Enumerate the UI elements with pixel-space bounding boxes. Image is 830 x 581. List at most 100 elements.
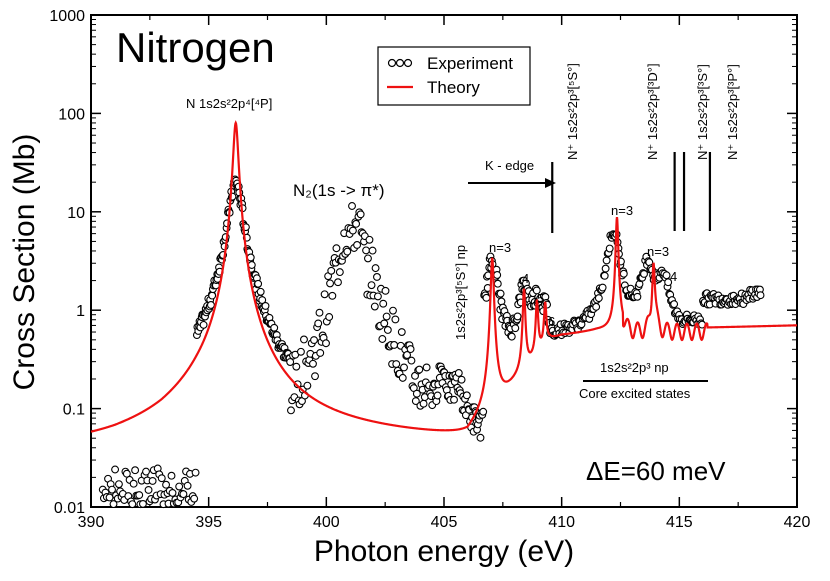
experiment-point	[356, 210, 365, 219]
experiment-point	[640, 269, 648, 278]
experiment-point	[756, 291, 765, 300]
experiment-point	[128, 500, 137, 509]
experiment-point	[175, 482, 184, 491]
experiment-point	[598, 283, 607, 292]
y-tick-label: 100	[58, 106, 85, 123]
experiment-point	[390, 341, 399, 349]
experiment-point	[325, 313, 334, 321]
y-axis-label: Cross Section (Mb)	[8, 134, 41, 391]
experiment-point	[412, 389, 421, 398]
experiment-point	[496, 289, 505, 298]
molecular-resonance-label: N₂(1s -> π*)	[293, 181, 385, 200]
experiment-point	[398, 373, 407, 382]
experiment-point	[383, 326, 392, 334]
experiment-point	[592, 302, 601, 311]
experiment-point	[162, 480, 171, 489]
threshold-5S-label: N⁺ 1s2s²2p³[⁵S°]	[565, 63, 580, 160]
experiment-point	[371, 264, 380, 273]
chart-title: Nitrogen	[116, 24, 275, 71]
experiment-point	[633, 292, 642, 301]
n4-first-label: 4	[522, 271, 529, 286]
n4-second-label: 4	[670, 269, 677, 284]
experiment-point	[144, 485, 153, 494]
experiment-point	[309, 359, 317, 368]
experiment-point	[148, 477, 157, 485]
experiment-point	[316, 348, 325, 357]
legend-experiment-markers	[387, 58, 413, 68]
experiment-point	[411, 397, 420, 406]
y-tick-label: 0.1	[63, 402, 85, 419]
experiment-point	[199, 320, 208, 329]
experiment-point	[378, 335, 387, 343]
experiment-point	[315, 308, 324, 317]
experiment-point	[397, 328, 406, 336]
experiment-point	[507, 332, 516, 341]
experiment-point	[191, 468, 200, 477]
experiment-point	[400, 363, 408, 372]
n6-first-label: 6	[548, 314, 555, 329]
experiment-point	[168, 488, 177, 497]
experiment-point	[457, 375, 466, 384]
theory-curve	[90, 120, 798, 433]
experiment-point	[303, 381, 312, 390]
experiment-point	[602, 256, 611, 265]
legend-experiment-label: Experiment	[427, 54, 513, 73]
experiment-point	[482, 293, 491, 302]
experiment-point	[406, 345, 415, 354]
k-edge-arrow	[468, 178, 556, 188]
legend-theory-label: Theory	[427, 78, 480, 97]
y-tick-label: 1	[76, 303, 85, 320]
experiment-point	[532, 286, 541, 295]
experiment-point	[380, 319, 389, 328]
experiment-point	[292, 362, 301, 371]
experiment-point	[476, 433, 485, 442]
experiment-point	[300, 335, 308, 344]
experiment-point	[190, 494, 199, 503]
experiment-point	[365, 235, 374, 244]
experiment-point	[311, 372, 319, 381]
experiment-point	[129, 479, 138, 488]
experiment-point	[138, 499, 147, 508]
experiment-point	[179, 490, 188, 499]
experiment-point	[422, 363, 431, 372]
experiment-point	[364, 254, 372, 263]
experiment-point	[382, 312, 391, 321]
experiment-point	[415, 365, 424, 374]
experiment-point	[479, 407, 488, 416]
experiment-point	[332, 244, 341, 253]
rydberg-series-label: 1s2s²2p³[⁵S°] np	[453, 245, 468, 340]
experiment-point	[403, 351, 412, 359]
atomic-resonance-label: N 1s2s²2p⁴[⁴P]	[186, 96, 272, 111]
experiment-point	[135, 491, 144, 499]
experiment-point	[389, 306, 397, 315]
experiment-point	[493, 279, 502, 288]
y-tick-label: 0.01	[54, 500, 85, 517]
experiment-point	[601, 264, 610, 273]
experiment-point	[367, 281, 376, 290]
experiment-point	[362, 246, 371, 255]
x-tick-label: 410	[548, 514, 575, 531]
experiment-point	[348, 202, 356, 210]
threshold-3D-label: N⁺ 1s2s²2p³[³D°]	[645, 63, 660, 160]
experiment-point	[462, 391, 471, 400]
x-tick-label: 400	[313, 514, 340, 531]
experiment-point	[254, 279, 263, 288]
experiment-point	[392, 360, 401, 368]
experiment-point	[114, 480, 123, 489]
experiment-point	[605, 244, 614, 253]
experiment-point	[310, 336, 318, 344]
experiment-point	[183, 481, 192, 490]
experiment-point	[381, 286, 390, 295]
experiment-point	[391, 315, 400, 324]
experiment-point	[662, 271, 671, 280]
resolution-label: ΔE=60 meV	[586, 456, 726, 486]
experiment-point	[373, 292, 382, 301]
experiment-point	[105, 493, 114, 502]
core-np-label: 1s2s²2p³ np	[600, 360, 669, 375]
k-edge-label: K - edge	[485, 158, 534, 173]
experiment-point	[322, 339, 330, 348]
experiment-point	[373, 273, 381, 281]
experiment-point	[368, 246, 377, 255]
experiment-point	[334, 278, 342, 287]
